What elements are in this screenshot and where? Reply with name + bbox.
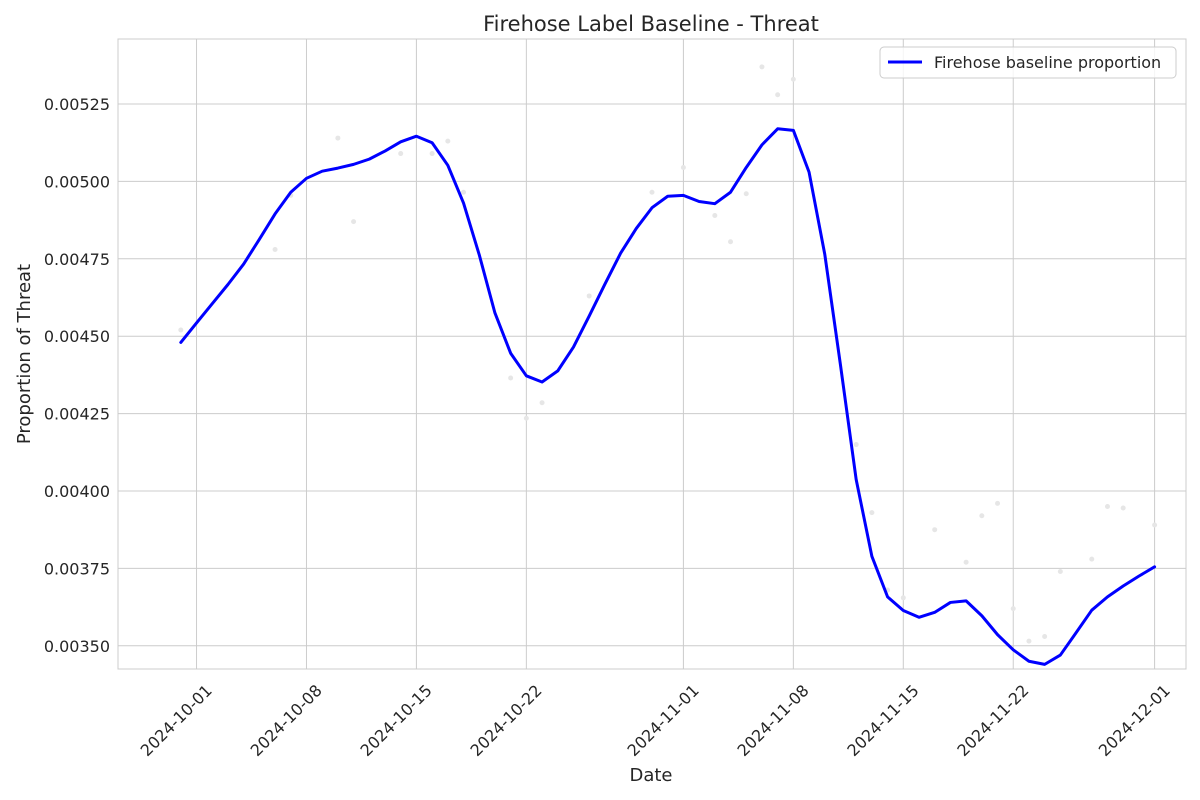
- scatter-point: [398, 151, 404, 157]
- scatter-point: [508, 375, 514, 381]
- y-axis-label: Proportion of Threat: [14, 264, 35, 444]
- scatter-point: [995, 500, 1001, 506]
- legend-box: [879, 46, 1177, 79]
- y-tick-label: 0.00350: [44, 637, 110, 656]
- y-tick-label: 0.00425: [44, 405, 110, 424]
- y-axis-ticks: 0.00350 0.00375 0.00400 0.00425 0.00450 0.004…: [44, 95, 110, 656]
- scatter-point: [1057, 568, 1063, 574]
- scatter-point: [429, 151, 435, 157]
- scatter-point: [743, 191, 749, 197]
- scatter-point: [932, 527, 938, 533]
- scatter-point: [335, 135, 341, 141]
- scatter-point: [539, 400, 545, 406]
- y-tick-label: 0.00475: [44, 250, 110, 269]
- scatter-point: [1010, 606, 1016, 612]
- legend: Firehose baseline proportion: [879, 46, 1177, 79]
- scatter-point: [728, 239, 734, 245]
- scatter-point: [1120, 505, 1126, 511]
- scatter-point: [1026, 638, 1032, 644]
- x-axis-label: Date: [629, 765, 672, 786]
- scatter-point: [712, 212, 718, 218]
- scatter-point: [979, 513, 985, 519]
- scatter-point: [775, 92, 781, 98]
- y-tick-label: 0.00375: [44, 559, 110, 578]
- x-gridlines: [196, 39, 1156, 669]
- legend-label: Firehose baseline proportion: [934, 53, 1161, 72]
- scatter-point: [1042, 633, 1048, 639]
- y-tick-label: 0.00500: [44, 172, 110, 191]
- series-lines: [179, 127, 1157, 666]
- scatter-point: [759, 64, 765, 70]
- scatter-point: [461, 189, 467, 195]
- plot-frame: [117, 38, 1187, 670]
- plot-area: [117, 38, 1187, 670]
- series-line: [179, 127, 1157, 666]
- scatter-point: [272, 247, 278, 253]
- scatter-point: [445, 138, 451, 144]
- scatter-point: [1104, 503, 1110, 509]
- scatter-point: [853, 442, 859, 448]
- scatter-point: [351, 219, 357, 225]
- y-gridlines: [118, 103, 1186, 647]
- scatter-point: [790, 76, 796, 82]
- y-tick-label: 0.00525: [44, 95, 110, 114]
- y-tick-label: 0.00400: [44, 482, 110, 501]
- scatter-point: [680, 164, 686, 170]
- scatter-point: [900, 595, 906, 601]
- scatter-point: [649, 189, 655, 195]
- chart-title: Firehose Label Baseline - Threat: [483, 12, 819, 36]
- scatter-point: [586, 293, 592, 299]
- scatter-points: [178, 64, 1158, 644]
- scatter-point: [523, 415, 529, 421]
- scatter-point: [963, 559, 969, 565]
- scatter-point: [1152, 522, 1158, 528]
- scatter-point: [869, 510, 875, 516]
- scatter-point: [178, 327, 184, 333]
- y-tick-label: 0.00450: [44, 327, 110, 346]
- scatter-point: [1089, 556, 1095, 562]
